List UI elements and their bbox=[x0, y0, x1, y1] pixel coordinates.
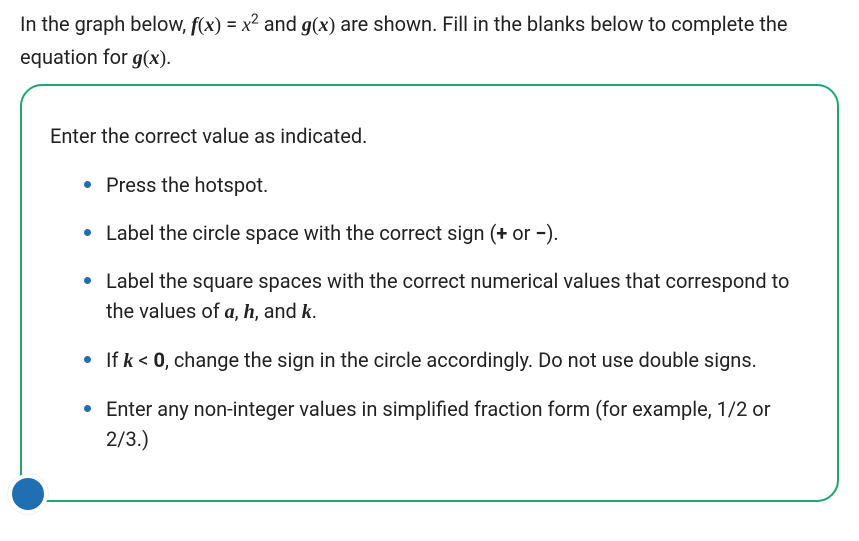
eq-sign: = bbox=[221, 12, 242, 36]
lt-sign: < bbox=[133, 348, 153, 372]
f-arg: x bbox=[204, 14, 214, 36]
plus-sign: + bbox=[496, 221, 507, 245]
item-text: Enter any non-integer values in simplifi… bbox=[106, 397, 770, 451]
instruction-list: Press the hotspot. Label the circle spac… bbox=[84, 170, 809, 454]
var-k: k bbox=[302, 301, 312, 323]
g-paren-open: ( bbox=[312, 14, 319, 36]
g-func-name: g bbox=[302, 14, 312, 36]
intro-prefix: In the graph below, bbox=[20, 12, 191, 36]
comma-and: , and bbox=[255, 299, 302, 323]
item-text: Press the hotspot. bbox=[106, 173, 268, 197]
item-prefix: If bbox=[106, 348, 123, 372]
intro-period: . bbox=[166, 45, 171, 69]
f-rhs-base: x bbox=[242, 14, 251, 36]
var-h: h bbox=[244, 301, 255, 323]
chat-bubble-icon[interactable] bbox=[8, 474, 48, 514]
item-suffix: , change the sign in the circle accordin… bbox=[165, 348, 757, 372]
zero: 0 bbox=[153, 348, 164, 372]
list-item: Label the square spaces with the correct… bbox=[84, 266, 809, 327]
question-intro: In the graph below, f(x) = x2 and g(x) a… bbox=[20, 8, 839, 74]
g-arg: x bbox=[319, 14, 329, 36]
page-root: In the graph below, f(x) = x2 and g(x) a… bbox=[0, 0, 859, 514]
item-or: or bbox=[507, 221, 535, 245]
var-a: a bbox=[225, 301, 235, 323]
item-prefix: Label the circle space with the correct … bbox=[106, 221, 496, 245]
list-item: If k < 0, change the sign in the circle … bbox=[84, 345, 809, 376]
list-item: Enter any non-integer values in simplifi… bbox=[84, 394, 809, 454]
f-rhs-exp: 2 bbox=[251, 11, 259, 27]
comma: , bbox=[235, 299, 244, 323]
var-k: k bbox=[123, 350, 133, 372]
g2-func-name: g bbox=[133, 47, 143, 69]
instruction-panel: Enter the correct value as indicated. Pr… bbox=[20, 84, 839, 502]
intro-between: and bbox=[259, 12, 302, 36]
item-prefix: Label the square spaces with the correct… bbox=[106, 269, 789, 323]
list-item: Press the hotspot. bbox=[84, 170, 809, 200]
g2-arg: x bbox=[149, 47, 159, 69]
item-suffix: ). bbox=[546, 221, 558, 245]
panel-heading: Enter the correct value as indicated. bbox=[50, 124, 809, 148]
f-func-name: f bbox=[191, 14, 198, 36]
item-suffix: . bbox=[312, 299, 317, 323]
minus-sign: − bbox=[535, 221, 546, 245]
list-item: Label the circle space with the correct … bbox=[84, 218, 809, 248]
